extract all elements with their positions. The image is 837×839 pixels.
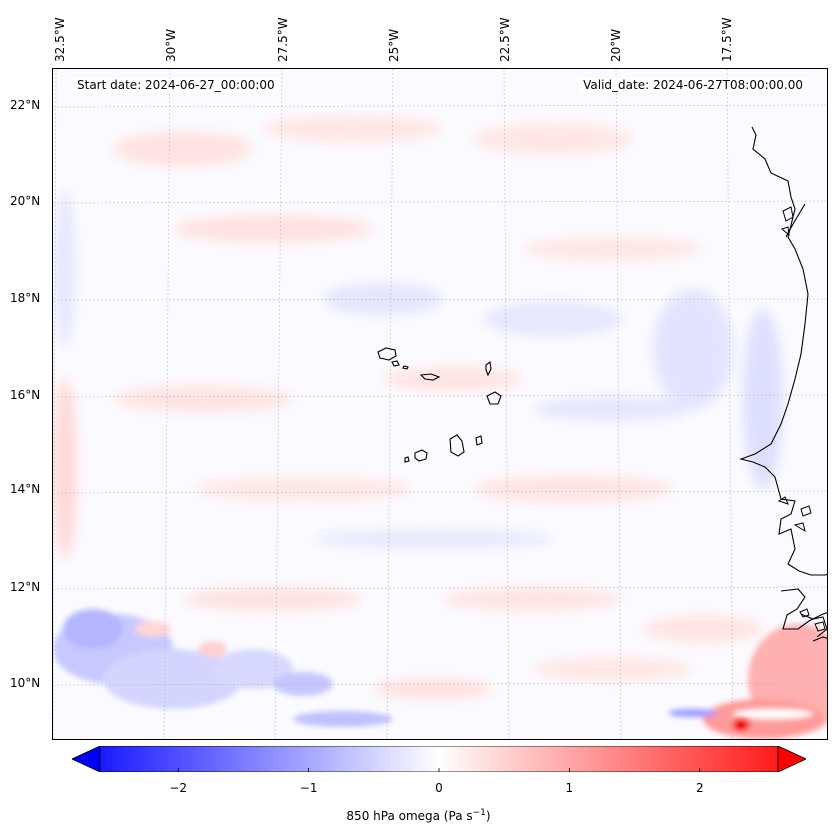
island-santa-luzia — [402, 365, 409, 370]
island-brava — [404, 456, 410, 463]
lat-label-22n: 22°N — [10, 98, 41, 112]
island-sao-nicolau — [419, 373, 441, 381]
start-date-label: Start date: 2024-06-27_00:00:00 — [73, 78, 279, 92]
lon-label-17-5w: 17.5°W — [720, 17, 734, 62]
lat-label-18n: 18°N — [10, 291, 41, 305]
island-boa-vista — [486, 391, 502, 405]
lat-label-16n: 16°N — [10, 388, 41, 402]
valid-date-label: Valid_date: 2024-06-27T08:00:00.00 — [579, 78, 807, 92]
island-sao-vicente — [391, 360, 400, 367]
island-sal — [485, 361, 492, 377]
lat-label-12n: 12°N — [10, 580, 41, 594]
lat-label-14n: 14°N — [10, 482, 41, 496]
colorbar — [72, 746, 806, 772]
graticule — [53, 69, 827, 739]
lon-label-25w: 25°W — [387, 28, 401, 62]
colorbar-gradient — [99, 746, 779, 772]
lon-label-27-5w: 27.5°W — [276, 17, 290, 62]
colorbar-tick-label: 1 — [565, 781, 574, 795]
lon-label-20w: 20°W — [609, 28, 623, 62]
colorbar-ticks — [177, 768, 701, 772]
island-santo-antao — [377, 347, 397, 361]
island-fogo — [414, 449, 428, 462]
lon-label-22-5w: 22.5°W — [498, 17, 512, 62]
lon-label-32-5w: 32.5°W — [53, 17, 67, 62]
omega-south-west-ascent — [53, 609, 393, 727]
colorbar-tick-label: −1 — [299, 781, 318, 795]
colorbar-tick-label: 0 — [435, 781, 443, 795]
map-panel: Start date: 2024-06-27_00:00:00 Valid_da… — [52, 68, 828, 740]
omega-south-east-descent — [668, 624, 827, 739]
colorbar-tick-label: 2 — [695, 781, 704, 795]
cabo-verde-islands — [377, 347, 502, 463]
omega-patches — [53, 115, 783, 699]
coastal-islets — [777, 206, 826, 632]
lat-label-20n: 20°N — [10, 194, 41, 208]
omega-max-hotspot — [727, 715, 755, 735]
lon-label-30w: 30°W — [164, 28, 178, 62]
colorbar-label: 850 hPa omega (Pa s−1) — [346, 808, 491, 823]
lat-label-10n: 10°N — [10, 676, 41, 690]
island-maio — [475, 435, 483, 446]
omega-field — [53, 69, 827, 739]
colorbar-tick-label: −2 — [169, 781, 188, 795]
colorbar-extend-min — [72, 746, 101, 772]
colorbar-extend-max — [777, 746, 806, 772]
island-santiago — [449, 434, 465, 457]
